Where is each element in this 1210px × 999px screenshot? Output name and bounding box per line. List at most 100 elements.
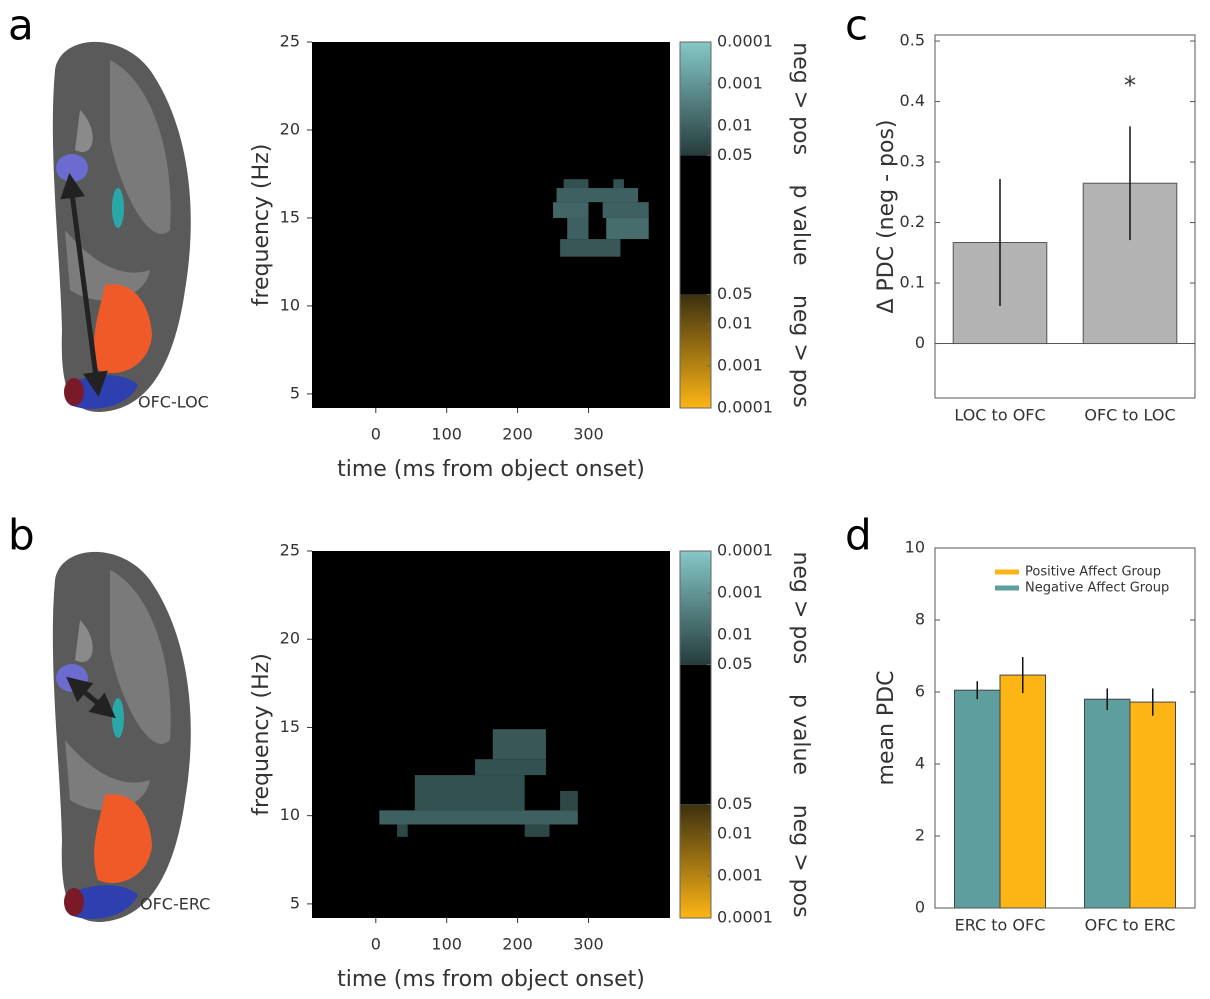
- y-axis-label: frequency (Hz): [249, 144, 274, 307]
- annotation: *: [1124, 71, 1136, 99]
- bar: [1129, 701, 1176, 909]
- heatmap-cell: [606, 217, 649, 240]
- y-tick-label: 0.1: [900, 273, 925, 292]
- heatmap-cell: [556, 188, 639, 203]
- colorbar-tick-label: 0.001: [717, 583, 763, 602]
- bar: [999, 674, 1046, 909]
- x-tick-label: 200: [502, 935, 533, 954]
- x-tick-label: OFC to ERC: [1085, 916, 1176, 935]
- y-tick-label: 20: [280, 119, 300, 138]
- y-tick-label: 15: [280, 717, 300, 736]
- x-tick-label: 0: [371, 425, 381, 444]
- colorbar-tick-label: 0.001: [717, 865, 763, 884]
- colorbar-tick-label: 0.0001: [717, 541, 773, 560]
- panel-label: b: [8, 511, 35, 560]
- y-axis-label: Δ PDC (neg - pos): [874, 119, 899, 313]
- y-tick-label: 25: [280, 32, 300, 51]
- colorbar-tick-label: 0.05: [717, 145, 753, 164]
- colorbar-bottom: [680, 294, 711, 408]
- colorbar-tick-label: 0.01: [717, 314, 753, 333]
- heatmap-cell: [397, 824, 408, 837]
- x-tick-label: 300: [573, 935, 604, 954]
- x-tick-label: OFC to LOC: [1084, 406, 1175, 425]
- panel-label: a: [8, 1, 34, 50]
- colorbar-top: [680, 551, 711, 665]
- y-tick-label: 10: [280, 295, 300, 314]
- colorbar-label: neg > pos: [788, 295, 813, 408]
- heatmap-cell: [492, 729, 546, 760]
- y-tick-label: 10: [280, 805, 300, 824]
- y-tick-label: 5: [290, 893, 300, 912]
- x-tick-label: ERC to OFC: [955, 916, 1046, 935]
- colorbar-tick-label: 0.0001: [717, 398, 773, 417]
- axes-frame: [934, 34, 1196, 399]
- x-tick-label: 0: [371, 935, 381, 954]
- y-tick-label: 20: [280, 629, 300, 648]
- colorbar-middle: [680, 155, 711, 295]
- x-tick-label: LOC to OFC: [954, 406, 1045, 425]
- bar: [1084, 698, 1131, 909]
- heatmap-cell: [379, 810, 578, 825]
- colorbar-tick-label: 0.05: [717, 794, 753, 813]
- bar: [954, 689, 1001, 909]
- legend-label: Negative Affect Group: [1025, 581, 1169, 596]
- heatmap-cell: [613, 179, 624, 189]
- y-tick-label: 25: [280, 541, 300, 560]
- colorbar-tick-label: 0.01: [717, 823, 753, 842]
- heatmap-cell: [553, 202, 589, 218]
- heatmap-cell: [560, 239, 621, 257]
- plot-background: [312, 551, 670, 918]
- colorbar-frame: [679, 550, 712, 919]
- brain-label: OFC-ERC: [140, 895, 210, 914]
- colorbar-tick-label: 0.0001: [717, 908, 773, 927]
- y-tick-label: 2: [915, 826, 925, 845]
- x-axis-label: time (ms from object onset): [337, 967, 645, 992]
- x-axis-label: time (ms from object onset): [337, 457, 645, 482]
- colorbar-tick-label: 0.05: [717, 284, 753, 303]
- y-tick-label: 0.2: [900, 212, 925, 231]
- colorbar-frame: [679, 41, 712, 409]
- colorbar-tick-label: 0.0001: [717, 32, 773, 51]
- colorbar-label: neg > pos: [788, 551, 813, 664]
- x-tick-label: 300: [573, 425, 604, 444]
- colorbar-tick-label: 0.001: [717, 356, 763, 375]
- colorbar-middle: [680, 664, 711, 805]
- brain-illustration-a: [52, 41, 191, 413]
- heatmap-cell: [567, 217, 589, 240]
- y-axis-label: frequency (Hz): [249, 653, 274, 816]
- y-tick-label: 8: [915, 610, 925, 629]
- axes-frame: [934, 547, 1196, 909]
- y-tick-label: 0: [915, 333, 925, 352]
- colorbar-tick-label: 0.001: [717, 74, 763, 93]
- brain-label: OFC-LOC: [138, 393, 209, 412]
- x-tick-label: 100: [431, 935, 462, 954]
- heatmap-cell: [602, 202, 649, 218]
- heatmap-cell: [563, 179, 589, 189]
- colorbar-label: neg > pos: [788, 42, 813, 155]
- heatmap-cell: [560, 790, 578, 811]
- heatmap-cell: [475, 759, 546, 776]
- colorbar-label: p value: [788, 184, 813, 265]
- x-tick-label: 100: [431, 425, 462, 444]
- heatmap-cell: [414, 775, 525, 811]
- y-tick-label: 4: [915, 754, 925, 773]
- y-tick-label: 0.5: [900, 31, 925, 50]
- y-axis-label: mean PDC: [874, 671, 899, 786]
- y-tick-label: 0.4: [900, 91, 925, 110]
- colorbar-label: p value: [788, 694, 813, 775]
- colorbar-top: [680, 42, 711, 156]
- colorbar-label: neg > pos: [788, 805, 813, 918]
- colorbar-tick-label: 0.01: [717, 116, 753, 135]
- y-tick-label: 5: [290, 383, 300, 402]
- y-tick-label: 6: [915, 682, 925, 701]
- y-tick-label: 15: [280, 207, 300, 226]
- x-tick-label: 200: [502, 425, 533, 444]
- heatmap-cell: [524, 824, 550, 837]
- colorbar-tick-label: 0.01: [717, 625, 753, 644]
- legend-label: Positive Affect Group: [1025, 565, 1161, 580]
- y-tick-label: 0.3: [900, 152, 925, 171]
- colorbar-bottom: [680, 804, 711, 918]
- panel-label: c: [845, 1, 868, 50]
- panel-label: d: [845, 511, 872, 560]
